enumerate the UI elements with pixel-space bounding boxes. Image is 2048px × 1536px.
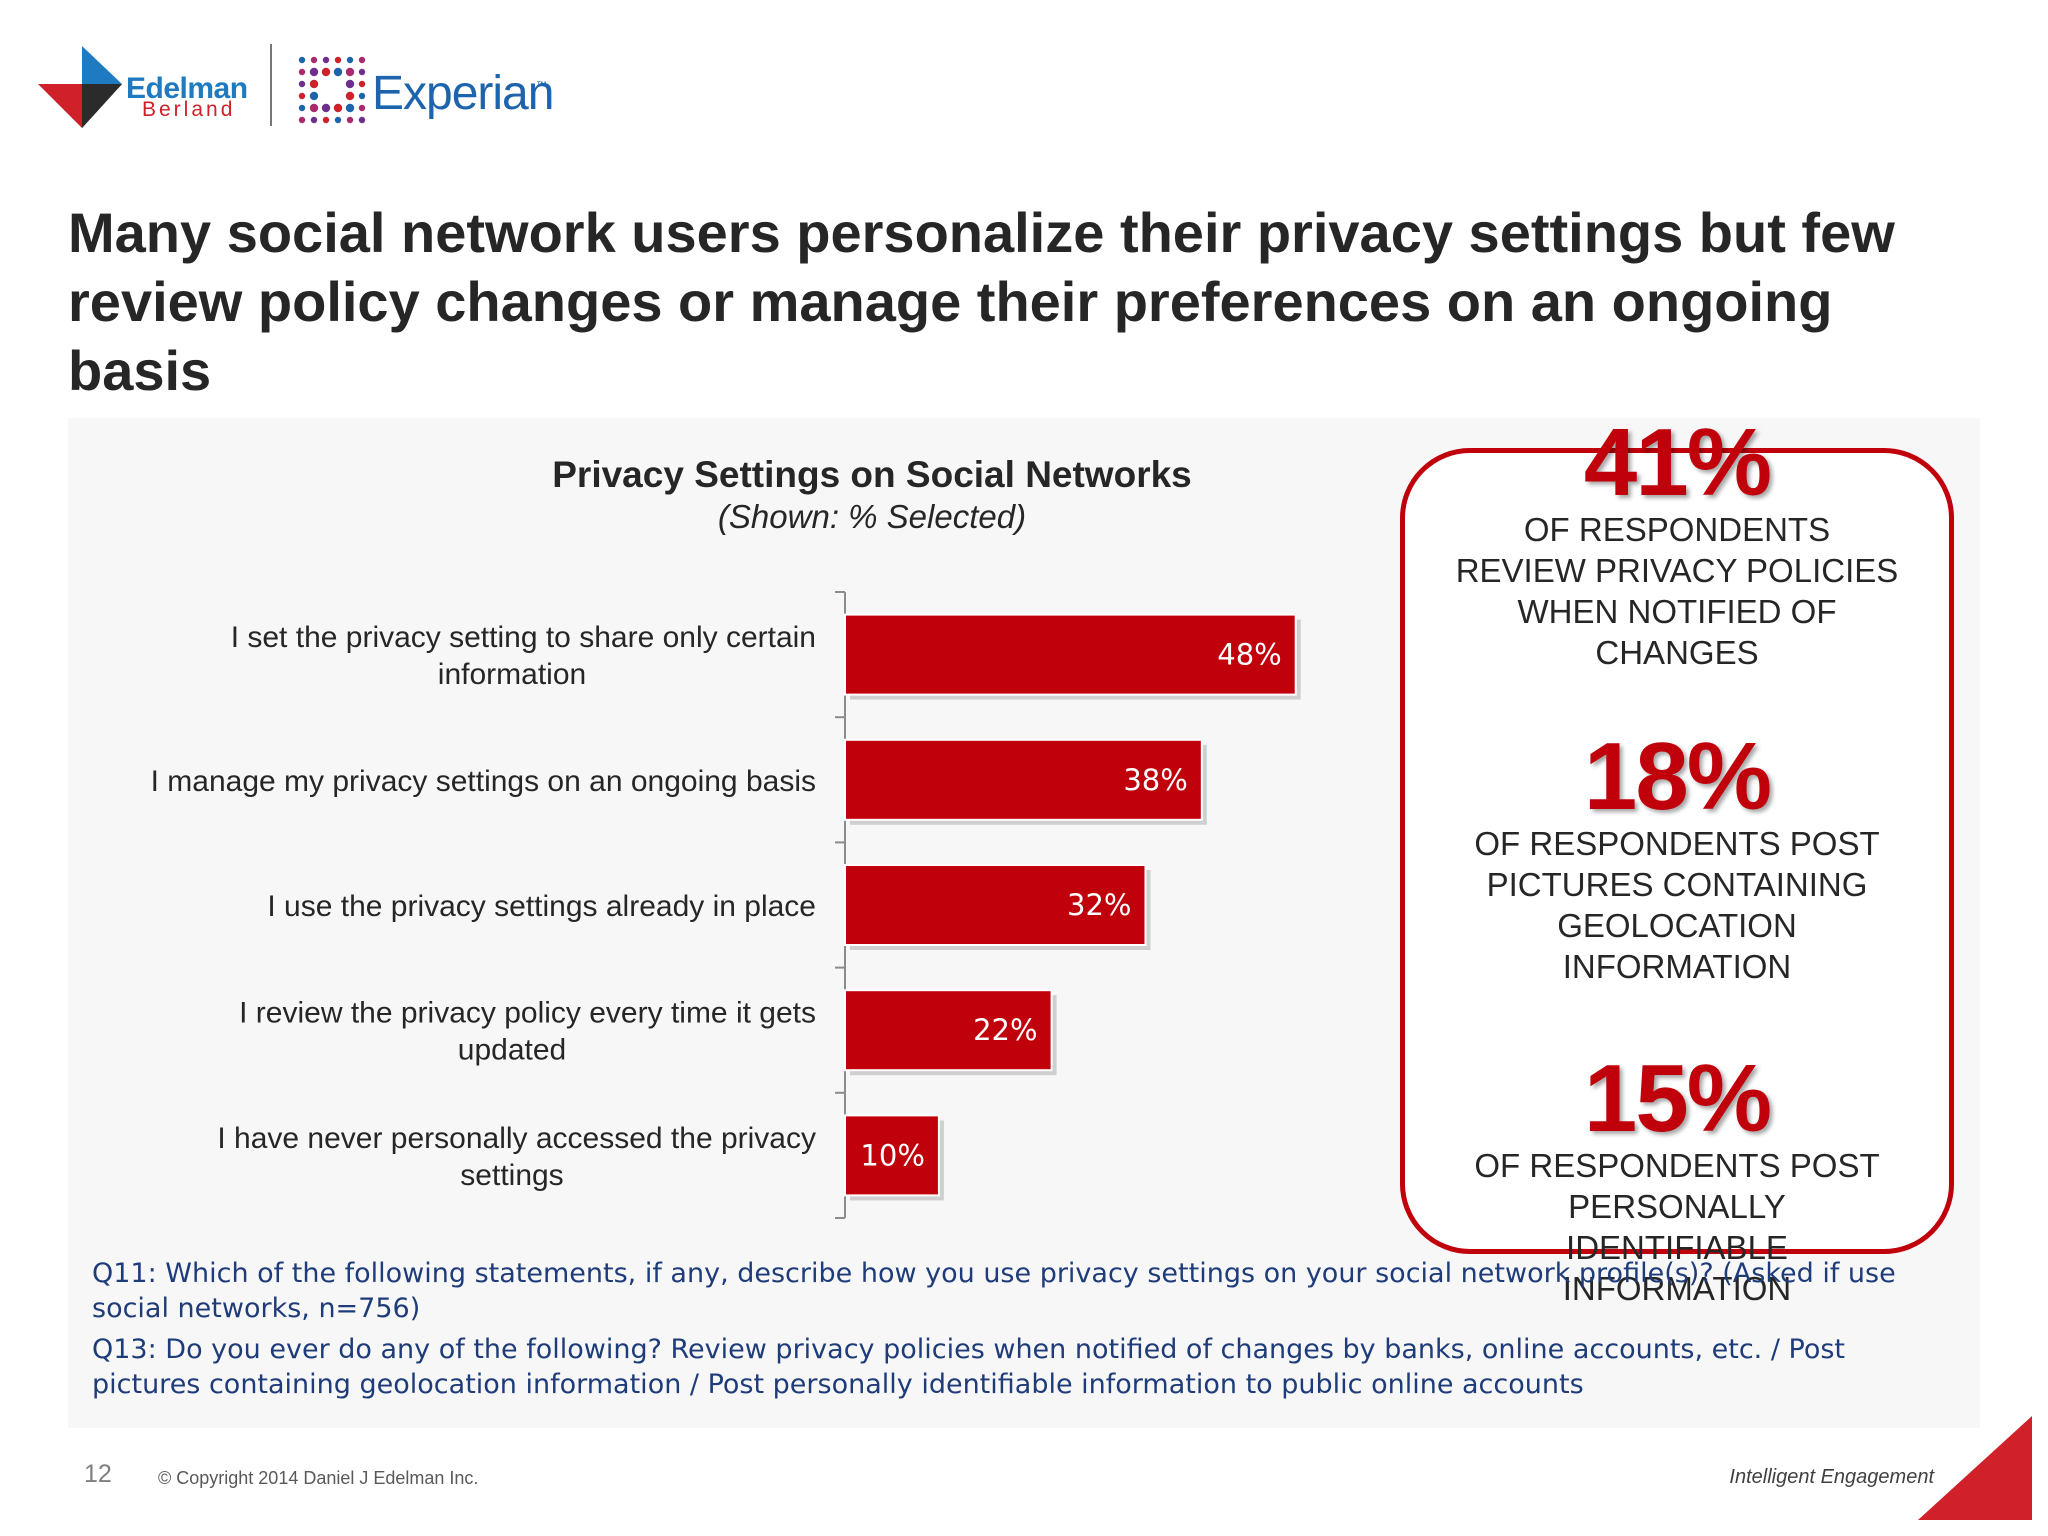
stat-line: PICTURES CONTAINING bbox=[1486, 866, 1868, 903]
experian-logo-mark bbox=[298, 56, 366, 124]
experian-logo-dot bbox=[298, 68, 306, 76]
stat-line: WHEN NOTIFIED OF bbox=[1517, 593, 1837, 630]
experian-logo-dot bbox=[358, 68, 366, 76]
experian-logo-dot bbox=[345, 67, 355, 77]
stats-callout-box bbox=[1400, 448, 1954, 1254]
stat-line: PERSONALLY bbox=[1568, 1188, 1786, 1225]
experian-logo-dot bbox=[310, 116, 318, 124]
experian-logo-dot bbox=[346, 56, 354, 64]
chart-title: Privacy Settings on Social Networks bbox=[552, 454, 1192, 495]
experian-logo-dot bbox=[334, 56, 342, 64]
experian-logo-dot bbox=[322, 116, 330, 124]
page-number: 12 bbox=[84, 1460, 112, 1488]
stat-line: IDENTIFIABLE bbox=[1566, 1229, 1788, 1266]
experian-logo-dot bbox=[333, 103, 343, 113]
experian-logo-dot bbox=[298, 92, 306, 100]
experian-trademark: ™ bbox=[536, 80, 547, 92]
footer-tagline: Intelligent Engagement bbox=[1729, 1466, 1934, 1488]
experian-logo-dot bbox=[358, 92, 366, 100]
stat-description-geolocation: OF RESPONDENTS POST PICTURES CONTAINING … bbox=[1420, 823, 1934, 987]
copyright-notice: © Copyright 2014 Daniel J Edelman Inc. bbox=[158, 1468, 479, 1488]
edelman-logo-sub: Berland bbox=[142, 98, 236, 121]
stat-line: OF RESPONDENTS POST bbox=[1474, 1147, 1880, 1184]
experian-logo-dot bbox=[345, 91, 355, 101]
stat-percent-identifiable: 15% bbox=[1583, 1045, 1772, 1152]
experian-logo-dot bbox=[298, 104, 306, 112]
experian-logo-dot bbox=[333, 67, 343, 77]
experian-logo-dot bbox=[321, 103, 331, 113]
experian-logo-dot bbox=[309, 79, 319, 89]
stat-line: OF RESPONDENTS bbox=[1523, 511, 1831, 548]
edelman-logo-name: Edelman bbox=[126, 72, 248, 105]
footnote-q13: Q13: Do you ever do any of the following… bbox=[92, 1334, 1846, 1400]
experian-logo-dot bbox=[334, 116, 342, 124]
experian-logo-dot bbox=[322, 56, 330, 64]
page-headline: Many social network users personalize th… bbox=[68, 201, 1895, 402]
stat-line: INFORMATION bbox=[1562, 1270, 1792, 1307]
stat-line: GEOLOCATION bbox=[1557, 907, 1797, 944]
experian-logo-dot bbox=[358, 56, 366, 64]
stat-percent-policies: 41% bbox=[1583, 409, 1772, 516]
experian-logo-dot bbox=[345, 79, 355, 89]
stat-line: REVIEW PRIVACY POLICIES bbox=[1455, 552, 1899, 589]
footnote-q11: Q11: Which of the following statements, … bbox=[92, 1258, 1896, 1324]
experian-logo-dot bbox=[345, 103, 355, 113]
logo-divider bbox=[270, 44, 272, 126]
corner-triangle-decoration bbox=[1918, 1416, 2032, 1520]
experian-logo-dot bbox=[309, 91, 319, 101]
experian-logo-dot bbox=[298, 80, 306, 88]
experian-logo-dot bbox=[309, 103, 319, 113]
experian-logo-dot bbox=[310, 56, 318, 64]
experian-logo-dot bbox=[298, 56, 306, 64]
experian-logo-name: Experian bbox=[372, 67, 554, 120]
experian-logo-dot bbox=[358, 116, 366, 124]
chart-subtitle: (Shown: % Selected) bbox=[717, 498, 1027, 535]
experian-logo-dot bbox=[358, 104, 366, 112]
experian-logo-dot bbox=[358, 80, 366, 88]
experian-logo-dot bbox=[321, 67, 331, 77]
stat-line: CHANGES bbox=[1595, 634, 1759, 671]
edelman-logo-mark bbox=[38, 46, 122, 128]
stat-description-identifiable: OF RESPONDENTS POST PERSONALLY IDENTIFIA… bbox=[1420, 1145, 1934, 1309]
experian-logo-dot bbox=[346, 116, 354, 124]
stat-percent-geolocation: 18% bbox=[1583, 723, 1772, 830]
stat-line: OF RESPONDENTS POST bbox=[1474, 825, 1880, 862]
stat-line: INFORMATION bbox=[1562, 948, 1792, 985]
experian-logo-dot bbox=[298, 116, 306, 124]
experian-logo-dot bbox=[309, 67, 319, 77]
stat-description-policies: OF RESPONDENTS REVIEW PRIVACY POLICIES W… bbox=[1420, 509, 1934, 673]
